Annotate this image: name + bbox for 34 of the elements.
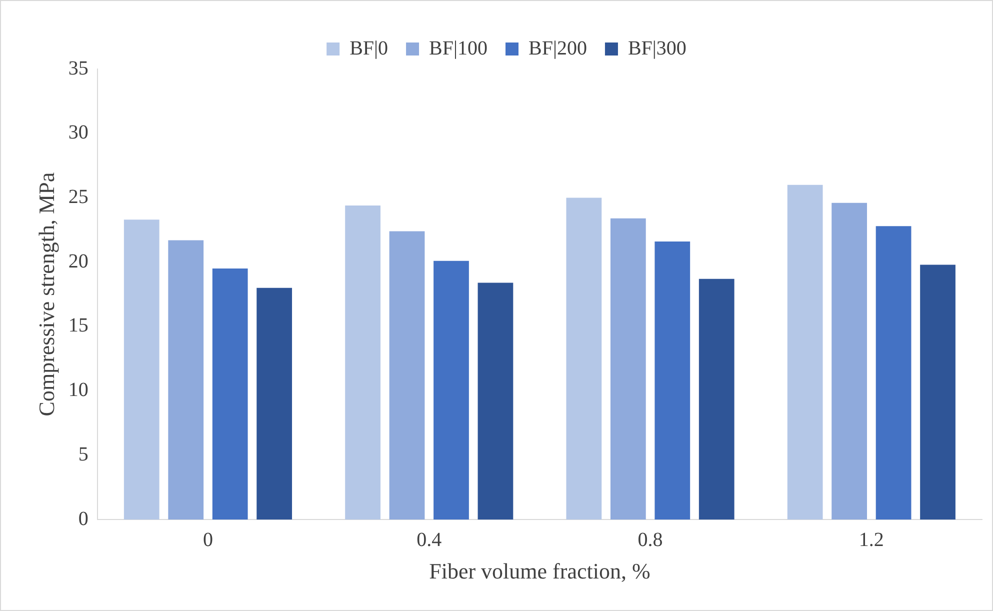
y-tick-label: 10 — [68, 379, 88, 402]
y-tick-label: 35 — [68, 57, 88, 80]
y-tick-label: 30 — [68, 122, 88, 144]
legend-label: BF|0 — [350, 37, 388, 60]
legend-label: BF|100 — [429, 37, 488, 60]
x-axis-title: Fiber volume fraction, % — [429, 558, 650, 584]
x-tick-label: 1.2 — [858, 528, 884, 551]
bar — [124, 220, 160, 520]
y-tick-label: 20 — [68, 250, 88, 272]
x-tick-label: 0 — [202, 528, 213, 551]
y-tick-label: 0 — [78, 508, 88, 530]
bar — [876, 226, 912, 520]
bar — [610, 218, 646, 520]
bar — [698, 278, 734, 520]
bar — [389, 231, 425, 520]
bar — [345, 205, 380, 520]
bar — [434, 260, 469, 520]
bar — [566, 198, 602, 520]
bar — [787, 184, 823, 520]
y-axis-title: Compressive strength, MPa — [34, 172, 59, 416]
bar — [256, 288, 292, 520]
bar — [478, 282, 514, 520]
y-tick-label: 15 — [68, 314, 88, 337]
legend-label: BF|300 — [628, 37, 686, 60]
y-tick-label: 5 — [78, 443, 88, 466]
x-tick-label: 0.4 — [416, 528, 442, 551]
bar — [920, 264, 956, 520]
x-tick-label: 0.8 — [638, 528, 663, 551]
legend-label: BF|200 — [528, 37, 587, 60]
bar — [168, 240, 204, 520]
bar — [832, 202, 867, 520]
bar — [212, 268, 248, 520]
y-tick-label: 25 — [68, 186, 88, 208]
bar — [654, 242, 690, 520]
